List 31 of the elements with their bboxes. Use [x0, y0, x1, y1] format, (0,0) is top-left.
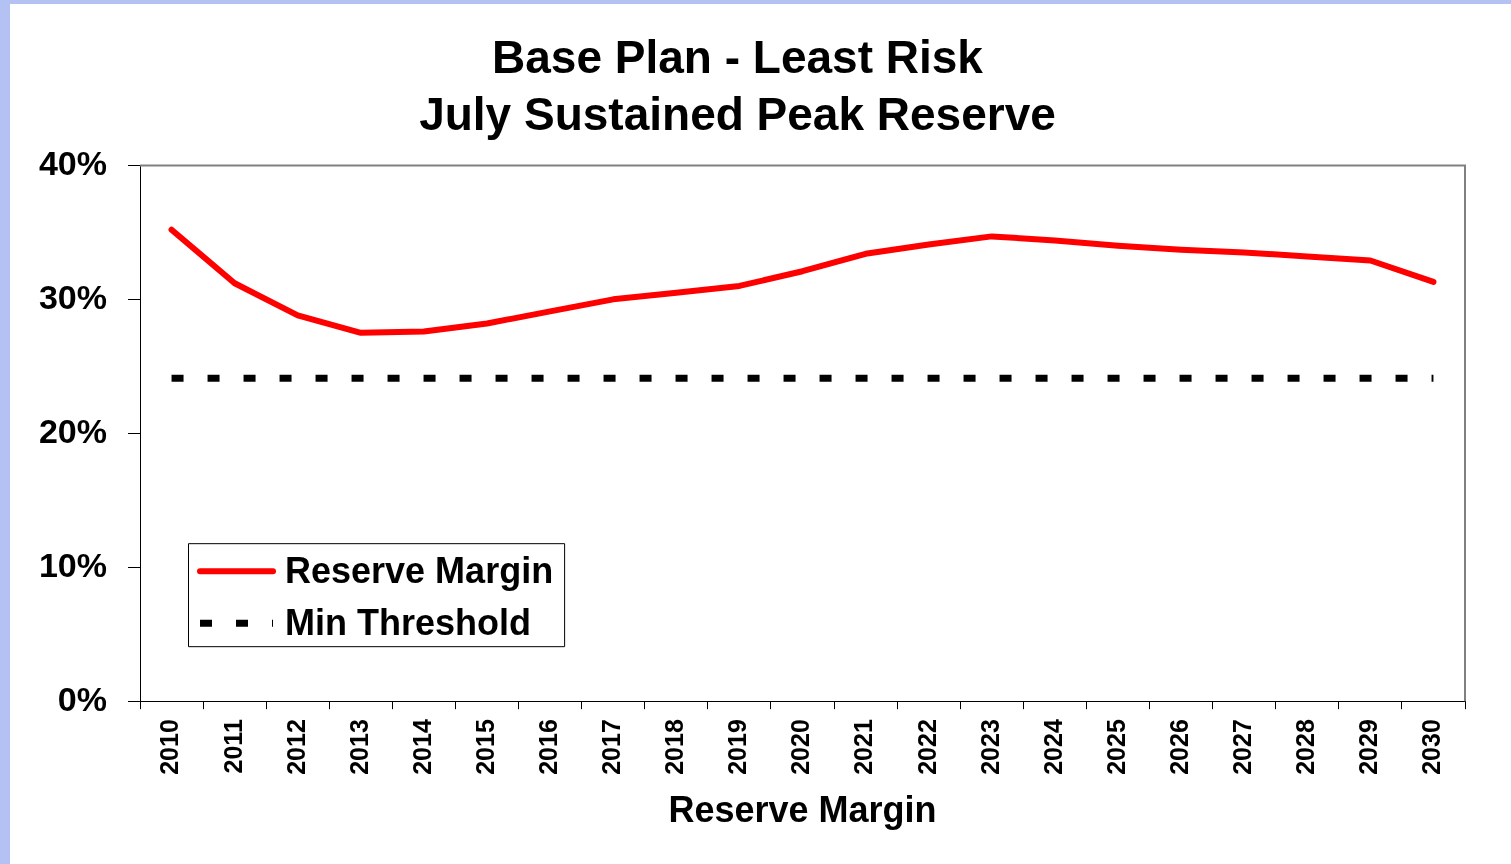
x-tick-label: 2012 — [281, 719, 310, 775]
x-tick-label: 2020 — [786, 719, 815, 775]
x-tick-label: 2014 — [407, 719, 436, 775]
x-tick-label: 2018 — [660, 719, 689, 775]
x-axis-title: Reserve Margin — [668, 789, 937, 831]
x-tick-label: 2011 — [218, 719, 247, 774]
x-tick-label: 2022 — [912, 719, 941, 775]
y-tick-label: 20% — [38, 411, 107, 450]
chart-title: Base Plan - Least Risk — [492, 31, 984, 84]
x-tick-label: 2016 — [534, 719, 563, 775]
x-tick-label: 2015 — [470, 719, 499, 775]
y-tick-label: 30% — [38, 277, 107, 316]
y-tick-label: 10% — [38, 545, 107, 584]
x-tick-label: 2013 — [344, 719, 373, 775]
x-tick-label: 2017 — [597, 719, 626, 775]
x-tick-label: 2025 — [1101, 719, 1130, 775]
x-tick-label: 2030 — [1417, 719, 1446, 775]
x-tick-label: 2028 — [1291, 719, 1320, 775]
x-tick-label: 2021 — [849, 719, 878, 775]
x-tick-label: 2029 — [1354, 719, 1383, 775]
x-tick-label: 2023 — [975, 719, 1004, 775]
chart-subtitle: July Sustained Peak Reserve — [419, 88, 1056, 141]
y-tick-label: 0% — [57, 679, 107, 718]
x-tick-label: 2026 — [1164, 719, 1193, 775]
x-tick-label: 2027 — [1228, 719, 1257, 775]
x-tick-label: 2019 — [723, 719, 752, 775]
x-tick-label: 2010 — [155, 719, 184, 775]
legend-label: Reserve Margin — [285, 550, 554, 592]
y-tick-label: 40% — [38, 143, 107, 182]
x-tick-label: 2024 — [1038, 719, 1067, 775]
legend-label: Min Threshold — [285, 602, 531, 644]
